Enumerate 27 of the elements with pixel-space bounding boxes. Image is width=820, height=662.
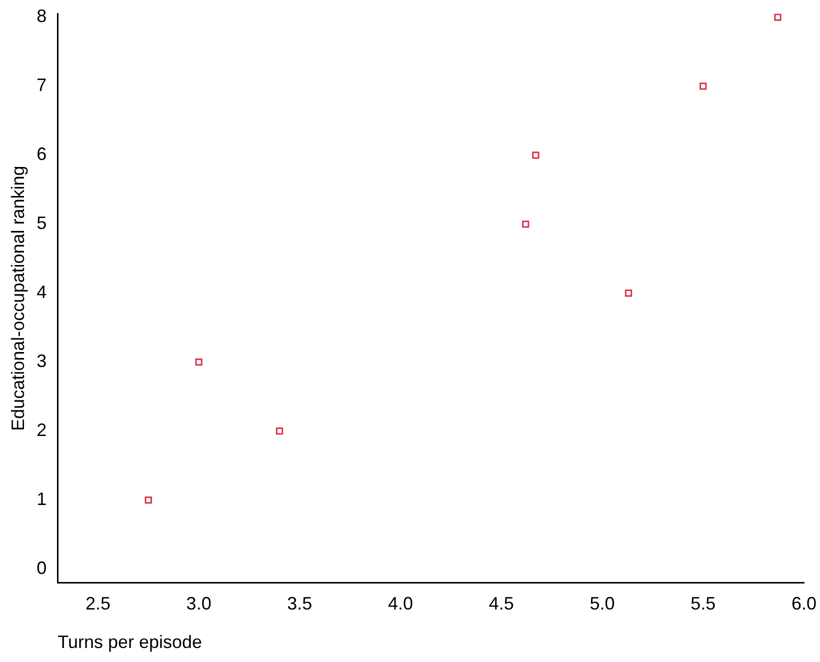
x-tick-label: 2.5 (85, 594, 110, 614)
x-tick-label: 4.0 (388, 594, 414, 614)
point (195, 358, 202, 366)
y-tick-label: 2 (36, 420, 47, 440)
x-tick-label: 3.0 (186, 594, 212, 614)
y-tick-label: 7 (36, 75, 47, 96)
x-tick-label: 4.5 (488, 594, 514, 614)
point (532, 152, 540, 159)
y-tick-label: 3 (36, 351, 47, 372)
point (276, 427, 284, 435)
x-tick-label: 5.5 (690, 594, 716, 614)
x-tick-label: 3.5 (287, 594, 312, 614)
point (144, 496, 152, 504)
y-tick-label: 4 (36, 282, 47, 302)
y-axis-title: Educational-occupational ranking (8, 166, 28, 431)
point (624, 290, 632, 297)
point (700, 82, 707, 90)
x-tick-label: 5.0 (590, 594, 615, 614)
point (522, 220, 530, 228)
y-tick-label: 1 (36, 489, 47, 510)
y-tick-label: 6 (36, 144, 47, 164)
y-tick-label: 5 (36, 213, 47, 234)
y-tick-label: 0 (36, 558, 47, 578)
x-tick-label: 6.0 (791, 594, 817, 614)
point (774, 14, 782, 21)
x-axis-title: Turns per episode (58, 632, 202, 652)
y-tick-label: 8 (36, 6, 47, 26)
